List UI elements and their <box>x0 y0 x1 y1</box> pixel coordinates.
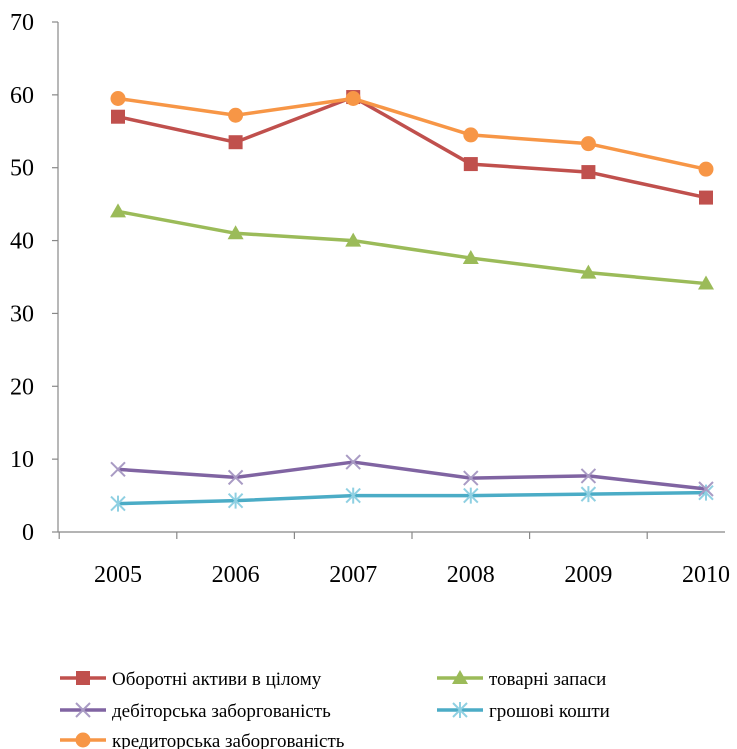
series-3 <box>110 484 714 512</box>
legend-marker <box>75 702 91 718</box>
data-point <box>345 487 361 504</box>
x-tick-label: 2009 <box>564 562 612 588</box>
data-point <box>110 495 126 512</box>
y-tick-label: 0 <box>22 520 34 546</box>
data-point <box>228 135 243 150</box>
legend-entry: Оборотні активи в цілому <box>60 669 322 690</box>
data-point <box>463 127 479 143</box>
series-line <box>117 460 707 491</box>
data-point <box>581 165 596 180</box>
y-tick-label: 10 <box>10 447 34 473</box>
series-line <box>117 490 707 506</box>
y-tick-label: 30 <box>10 301 34 327</box>
data-point <box>580 136 596 152</box>
x-tick-label: 2008 <box>447 562 495 588</box>
series-0 <box>111 90 713 205</box>
series-layer <box>110 90 714 512</box>
series-line <box>117 96 707 171</box>
legend-label: грошові кошти <box>489 701 610 722</box>
series-line <box>117 95 707 200</box>
legend-entry: товарні запаси <box>437 669 606 690</box>
x-tick-label: 2005 <box>94 562 142 588</box>
data-point <box>698 275 714 290</box>
legend-label: кредиторська заборгованість <box>112 731 345 749</box>
y-tick-label: 20 <box>10 374 34 400</box>
y-tick-label: 60 <box>10 83 34 109</box>
legend: Оборотні активи в цілому товарні запаси де… <box>60 669 610 749</box>
y-tick-label: 50 <box>10 156 34 182</box>
y-tick-label: 40 <box>10 229 34 255</box>
data-point <box>227 225 244 240</box>
legend-label: товарні запаси <box>489 669 606 690</box>
data-point <box>699 190 713 205</box>
data-point <box>580 486 597 503</box>
legend-entry: дебіторська заборгованість <box>60 701 331 722</box>
legend-entry: кредиторська заборгованість <box>60 731 345 749</box>
data-point <box>580 264 597 279</box>
legend-marker <box>75 732 91 748</box>
legend-marker <box>452 702 468 718</box>
series-1 <box>110 203 714 290</box>
data-point <box>463 487 479 504</box>
x-tick-label: 2010 <box>682 562 730 588</box>
data-point <box>110 91 126 106</box>
data-point <box>698 481 714 497</box>
legend-label: Оборотні активи в цілому <box>112 669 322 690</box>
data-point <box>345 454 361 470</box>
data-point <box>110 203 126 218</box>
data-point <box>110 461 126 478</box>
data-point <box>345 232 362 247</box>
x-tick-label: 2007 <box>329 562 377 588</box>
data-point <box>580 468 597 484</box>
legend-marker <box>76 671 90 685</box>
series-2 <box>110 454 714 497</box>
series-line <box>117 209 707 286</box>
data-point <box>345 91 361 106</box>
x-tick-label: 2006 <box>212 562 260 588</box>
data-point <box>463 470 479 486</box>
data-point <box>228 107 244 123</box>
data-point <box>698 161 714 177</box>
series-4 <box>110 91 714 177</box>
data-point <box>111 109 125 124</box>
data-point <box>227 469 244 486</box>
data-point <box>462 250 479 265</box>
axes: 0 10 20 30 40 50 60 70 2005 2006 2007 2008 2009 2010 <box>10 10 730 588</box>
legend-marker <box>452 670 468 684</box>
legend-entry: грошові кошти <box>437 701 610 722</box>
y-tick-label: 70 <box>10 10 34 36</box>
data-point <box>227 492 244 509</box>
legend-label: дебіторська заборгованість <box>112 701 331 722</box>
data-point <box>463 157 478 172</box>
